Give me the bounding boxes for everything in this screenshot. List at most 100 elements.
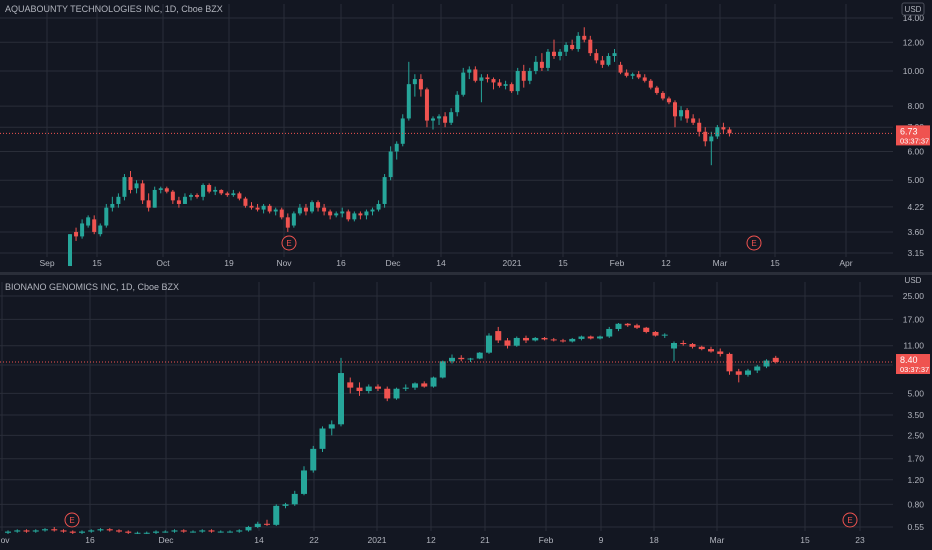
earnings-marker[interactable]: [842, 512, 858, 528]
candle-body: [697, 122, 702, 132]
candle-body: [69, 531, 76, 533]
candle-body: [634, 325, 640, 328]
candle-body: [533, 61, 538, 72]
candle-body: [98, 225, 103, 235]
candle-body: [660, 92, 665, 99]
candle-body: [51, 529, 58, 531]
candle-body: [449, 357, 455, 362]
candle-body: [358, 213, 363, 216]
price-tick-label: 12.00: [903, 37, 925, 47]
bionano-pane[interactable]: EE 25.0017.0011.008.005.003.502.501.701.…: [0, 276, 930, 545]
candle-body: [600, 60, 605, 65]
candle-body: [176, 200, 181, 204]
price-tick-label: 0.80: [907, 499, 924, 509]
candle-body: [654, 87, 659, 93]
candle-body: [630, 74, 635, 76]
price-tag-countdown: 03:37:37: [900, 365, 929, 374]
candle-body: [673, 102, 677, 117]
candle-body: [261, 205, 266, 210]
candle-body: [476, 352, 483, 359]
candle-body: [122, 177, 127, 197]
candle-body: [376, 203, 381, 210]
price-tag-value: 8.40: [900, 355, 918, 365]
candle-body: [219, 189, 224, 194]
candle-body: [189, 195, 193, 197]
candle-body: [772, 357, 779, 363]
time-tick-label: Sep: [39, 258, 54, 268]
candle-body: [666, 98, 671, 103]
candle-body: [291, 493, 298, 505]
candle-body: [42, 529, 48, 531]
candle-body: [316, 202, 321, 208]
time-tick-label: Feb: [610, 258, 625, 268]
time-axis[interactable]: Sep 15 Oct 19 Nov 16 Dec 14 2021 15 Feb 12 Mar 15 Apr: [39, 258, 852, 268]
time-tick-label: Oct: [156, 258, 170, 268]
candle-body: [190, 531, 196, 533]
price-tick-label: 14.00: [903, 13, 925, 23]
earnings-marker[interactable]: [746, 235, 762, 251]
candle-body: [254, 523, 261, 527]
candle-body: [207, 185, 212, 192]
candle-body: [104, 207, 109, 226]
candle-body: [527, 71, 532, 81]
candle-body: [458, 357, 465, 360]
candle-body: [180, 530, 187, 532]
candle-body: [588, 39, 593, 54]
candle-body: [143, 532, 150, 534]
candle-body: [282, 504, 289, 506]
candle-body: [370, 209, 375, 212]
candle-body: [301, 470, 307, 494]
candle-body: [539, 61, 544, 68]
time-axis[interactable]: Nov 16 Dec 14 22 2021 12 21 Feb 9 18 Mar 15 23: [0, 535, 865, 545]
candle-body: [116, 530, 122, 532]
candle-body: [550, 339, 557, 341]
time-tick-label: Dec: [385, 258, 401, 268]
candle-body: [110, 203, 115, 208]
candle-body: [231, 193, 236, 196]
candle-body: [558, 51, 563, 56]
candle-body: [384, 388, 391, 399]
candle-body: [97, 529, 104, 531]
candle-body: [195, 195, 200, 197]
candle-body: [618, 64, 623, 73]
candle-body: [162, 531, 169, 533]
time-tick-label: Mar: [713, 258, 728, 268]
earnings-marker[interactable]: [64, 512, 80, 528]
candle-body: [486, 335, 492, 353]
candle-body: [509, 84, 514, 92]
candle-body: [467, 69, 472, 73]
time-tick-label: Apr: [839, 258, 852, 268]
candle-body: [310, 448, 317, 471]
candle-body: [106, 529, 113, 531]
candle-body: [612, 53, 617, 56]
candle-body: [495, 331, 502, 341]
aquabounty-pane[interactable]: EE 14.0012.0010.008.007.006.005.004.223.…: [0, 2, 930, 268]
candle-body: [685, 110, 690, 119]
candle-body: [680, 342, 687, 345]
price-tag: 8.40 03:37:37: [896, 354, 930, 375]
time-tick-label: 21: [480, 535, 490, 545]
candle-body: [285, 217, 290, 228]
candle-body: [545, 51, 550, 68]
time-tick-label: 2021: [368, 535, 387, 545]
currency-badge[interactable]: [901, 2, 925, 16]
earnings-marker[interactable]: [281, 235, 297, 251]
candle-body: [497, 82, 502, 86]
candle-body: [642, 77, 647, 81]
price-tick-label: 11.00: [903, 341, 924, 351]
currency-badge-label: USD: [905, 276, 922, 285]
time-tick-label: Mar: [710, 535, 725, 545]
candle-body: [587, 336, 594, 339]
candle-body: [467, 358, 474, 360]
time-tick-label: 18: [649, 535, 659, 545]
candle-body: [5, 531, 11, 533]
candle-body: [402, 387, 409, 389]
candle-body: [430, 377, 437, 387]
currency-badge-label: USD: [905, 5, 922, 14]
price-tick-label: 17.00: [903, 314, 925, 324]
candle-body: [92, 219, 97, 232]
candle-body: [679, 110, 684, 117]
